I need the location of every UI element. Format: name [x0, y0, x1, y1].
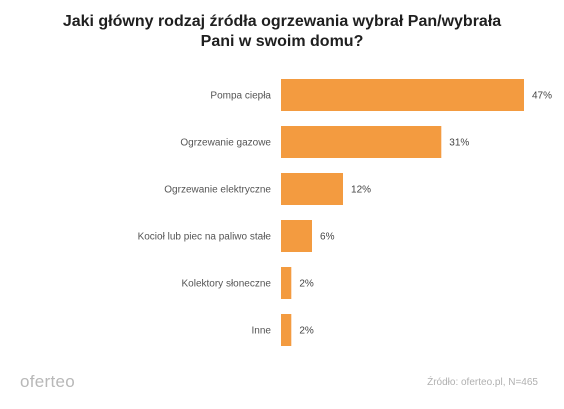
category-label-3: Kocioł lub piec na paliwo stałe — [138, 232, 272, 243]
chart-title-line-2: Pani w swoim domu? — [200, 33, 364, 50]
bar-5 — [281, 314, 292, 346]
category-label-5: Inne — [252, 326, 272, 337]
value-label-2: 12% — [351, 185, 371, 196]
category-label-0: Pompa ciepła — [210, 91, 271, 102]
bar-3 — [281, 220, 312, 252]
value-label-1: 31% — [449, 138, 469, 149]
bar-2 — [281, 173, 343, 205]
bar-1 — [281, 126, 442, 158]
value-label-5: 2% — [299, 326, 314, 337]
value-label-0: 47% — [532, 91, 552, 102]
bar-4 — [281, 267, 292, 299]
source-note: Źródło: oferteo.pl, N=465 — [427, 377, 538, 388]
category-label-2: Ogrzewanie elektryczne — [164, 185, 271, 196]
value-label-3: 6% — [320, 232, 335, 243]
category-label-1: Ogrzewanie gazowe — [180, 138, 271, 149]
value-label-4: 2% — [299, 279, 314, 290]
chart-title: Jaki główny rodzaj źródła ogrzewania wyb… — [40, 12, 524, 52]
oferteo-logo: oferteo — [20, 372, 76, 391]
chart-title-line-1: Jaki główny rodzaj źródła ogrzewania wyb… — [62, 13, 502, 30]
category-label-4: Kolektory słoneczne — [182, 279, 272, 290]
bar-0 — [281, 79, 524, 111]
